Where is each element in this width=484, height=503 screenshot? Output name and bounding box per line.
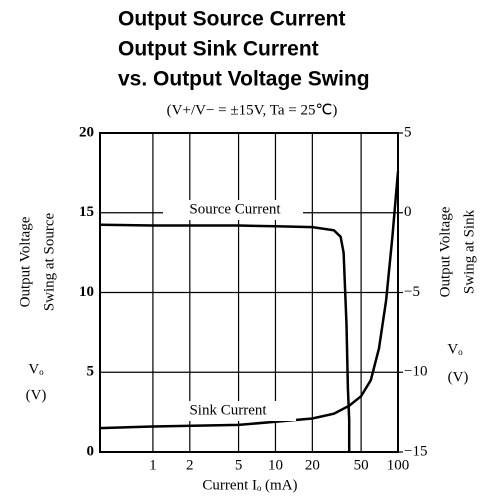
y2-axis-label: Swing at Sink <box>461 209 477 294</box>
chart-title: Output Source Current <box>118 8 346 31</box>
y-axis-label: Swing at Source <box>41 213 57 312</box>
subtitle: (V+/V− = ±15V, Ta = 25℃) <box>167 102 338 118</box>
series-line <box>99 171 400 430</box>
legend-bg <box>156 401 296 421</box>
y2-tick-label: −5 <box>404 284 420 300</box>
chart-title: Output Sink Current <box>118 38 319 61</box>
x-tick-label: 50 <box>354 457 369 473</box>
y2-axis-label: (V) <box>448 369 469 385</box>
x-tick-label: 5 <box>235 457 243 473</box>
y-tick-label: 5 <box>87 364 95 380</box>
series-line <box>99 223 351 452</box>
x-tick-label: 1 <box>149 457 157 473</box>
y2-tick-label: 0 <box>404 204 412 220</box>
chart-title: vs. Output Voltage Swing <box>118 68 370 91</box>
y2-axis-label: Vₒ <box>447 341 463 357</box>
y2-tick-label: 5 <box>404 124 412 140</box>
y-axis-label: Output Voltage <box>17 216 33 307</box>
y2-tick-label: −15 <box>404 443 427 459</box>
x-tick-label: 20 <box>305 457 320 473</box>
plot-frame <box>99 132 399 453</box>
y-tick-label: 20 <box>79 124 94 140</box>
y-tick-label: 15 <box>79 204 94 220</box>
y-axis-label: Vₒ <box>28 361 44 377</box>
y-tick-label: 0 <box>87 443 95 459</box>
series-label: Source Current <box>189 201 281 217</box>
y2-tick-label: −10 <box>404 364 427 380</box>
x-axis-label: Current Iₒ (mA) <box>202 477 297 493</box>
x-tick-label: 100 <box>387 457 410 473</box>
y-axis-label: (V) <box>26 387 47 403</box>
legend-bg <box>163 200 303 220</box>
series-label: Sink Current <box>189 402 267 418</box>
x-tick-label: 10 <box>268 457 283 473</box>
x-tick-label: 2 <box>186 457 194 473</box>
y2-axis-label: Output Voltage <box>437 206 453 297</box>
y-tick-label: 10 <box>79 284 94 300</box>
